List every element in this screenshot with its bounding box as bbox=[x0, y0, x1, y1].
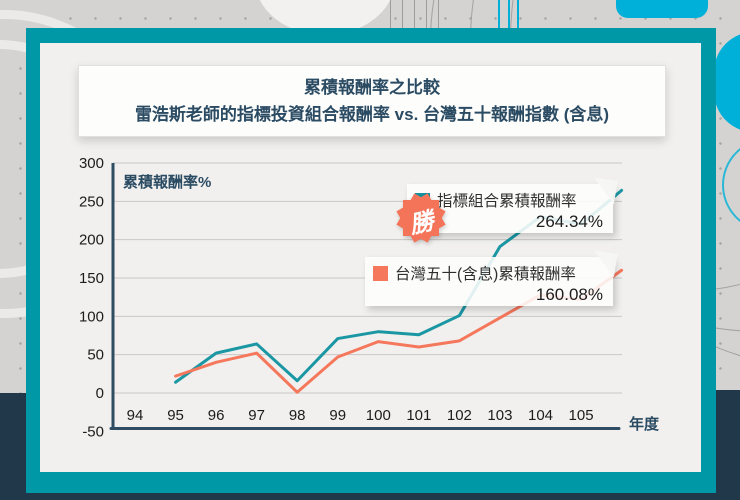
navy-corner-left bbox=[0, 393, 26, 500]
win-badge: 勝 bbox=[396, 193, 446, 243]
decorative-blob-cyan bbox=[616, 0, 708, 18]
chart-title-line1: 累積報酬率之比較 bbox=[304, 78, 440, 98]
svg-text:102: 102 bbox=[447, 407, 472, 424]
series2-label: 台灣五十(含息)累積報酬率 bbox=[395, 266, 576, 283]
svg-text:104: 104 bbox=[528, 407, 553, 424]
svg-text:100: 100 bbox=[366, 407, 391, 424]
decorative-line bbox=[414, 0, 415, 30]
svg-text:50: 50 bbox=[87, 347, 104, 364]
svg-text:94: 94 bbox=[127, 407, 144, 424]
decorative-line bbox=[390, 0, 391, 30]
decorative-line bbox=[426, 0, 427, 30]
series1-label: 指標組合累積報酬率 bbox=[437, 193, 577, 210]
navy-bottom-strip bbox=[0, 493, 740, 500]
decorative-line bbox=[438, 0, 439, 30]
svg-text:0: 0 bbox=[96, 385, 104, 402]
svg-text:250: 250 bbox=[79, 193, 104, 210]
decorative-line-teal bbox=[498, 0, 500, 30]
svg-text:98: 98 bbox=[289, 407, 306, 424]
badge-win-character: 勝 bbox=[406, 205, 437, 240]
decorative-line-teal bbox=[508, 0, 510, 30]
series1-final-value: 264.34% bbox=[535, 212, 603, 231]
chart-title-line2: 雷浩斯老師的指標投資組合報酬率 vs. 台灣五十報酬指數 (含息) bbox=[134, 104, 610, 124]
svg-text:-50: -50 bbox=[82, 423, 104, 440]
svg-text:101: 101 bbox=[406, 407, 431, 424]
svg-text:300: 300 bbox=[79, 155, 104, 172]
svg-text:150: 150 bbox=[79, 270, 104, 287]
svg-text:99: 99 bbox=[329, 407, 346, 424]
chart-title-box: 累積報酬率之比較 雷浩斯老師的指標投資組合報酬率 vs. 台灣五十報酬指數 (含… bbox=[78, 65, 666, 137]
x-axis-title: 年度 bbox=[629, 416, 660, 433]
svg-text:95: 95 bbox=[167, 407, 184, 424]
svg-text:96: 96 bbox=[208, 407, 225, 424]
svg-text:100: 100 bbox=[79, 308, 104, 325]
decorative-line-teal bbox=[517, 0, 519, 30]
decorative-line bbox=[402, 0, 403, 30]
legend-series2: 台灣五十(含息)累積報酬率 160.08% bbox=[365, 257, 613, 306]
navy-corner-right bbox=[714, 390, 740, 500]
svg-text:105: 105 bbox=[569, 407, 594, 424]
series2-final-value: 160.08% bbox=[535, 285, 603, 304]
svg-text:200: 200 bbox=[79, 232, 104, 249]
series2-color-swatch bbox=[373, 265, 388, 281]
svg-text:97: 97 bbox=[248, 407, 265, 424]
svg-text:103: 103 bbox=[487, 407, 512, 424]
y-axis-title: 累積報酬率% bbox=[123, 174, 212, 191]
